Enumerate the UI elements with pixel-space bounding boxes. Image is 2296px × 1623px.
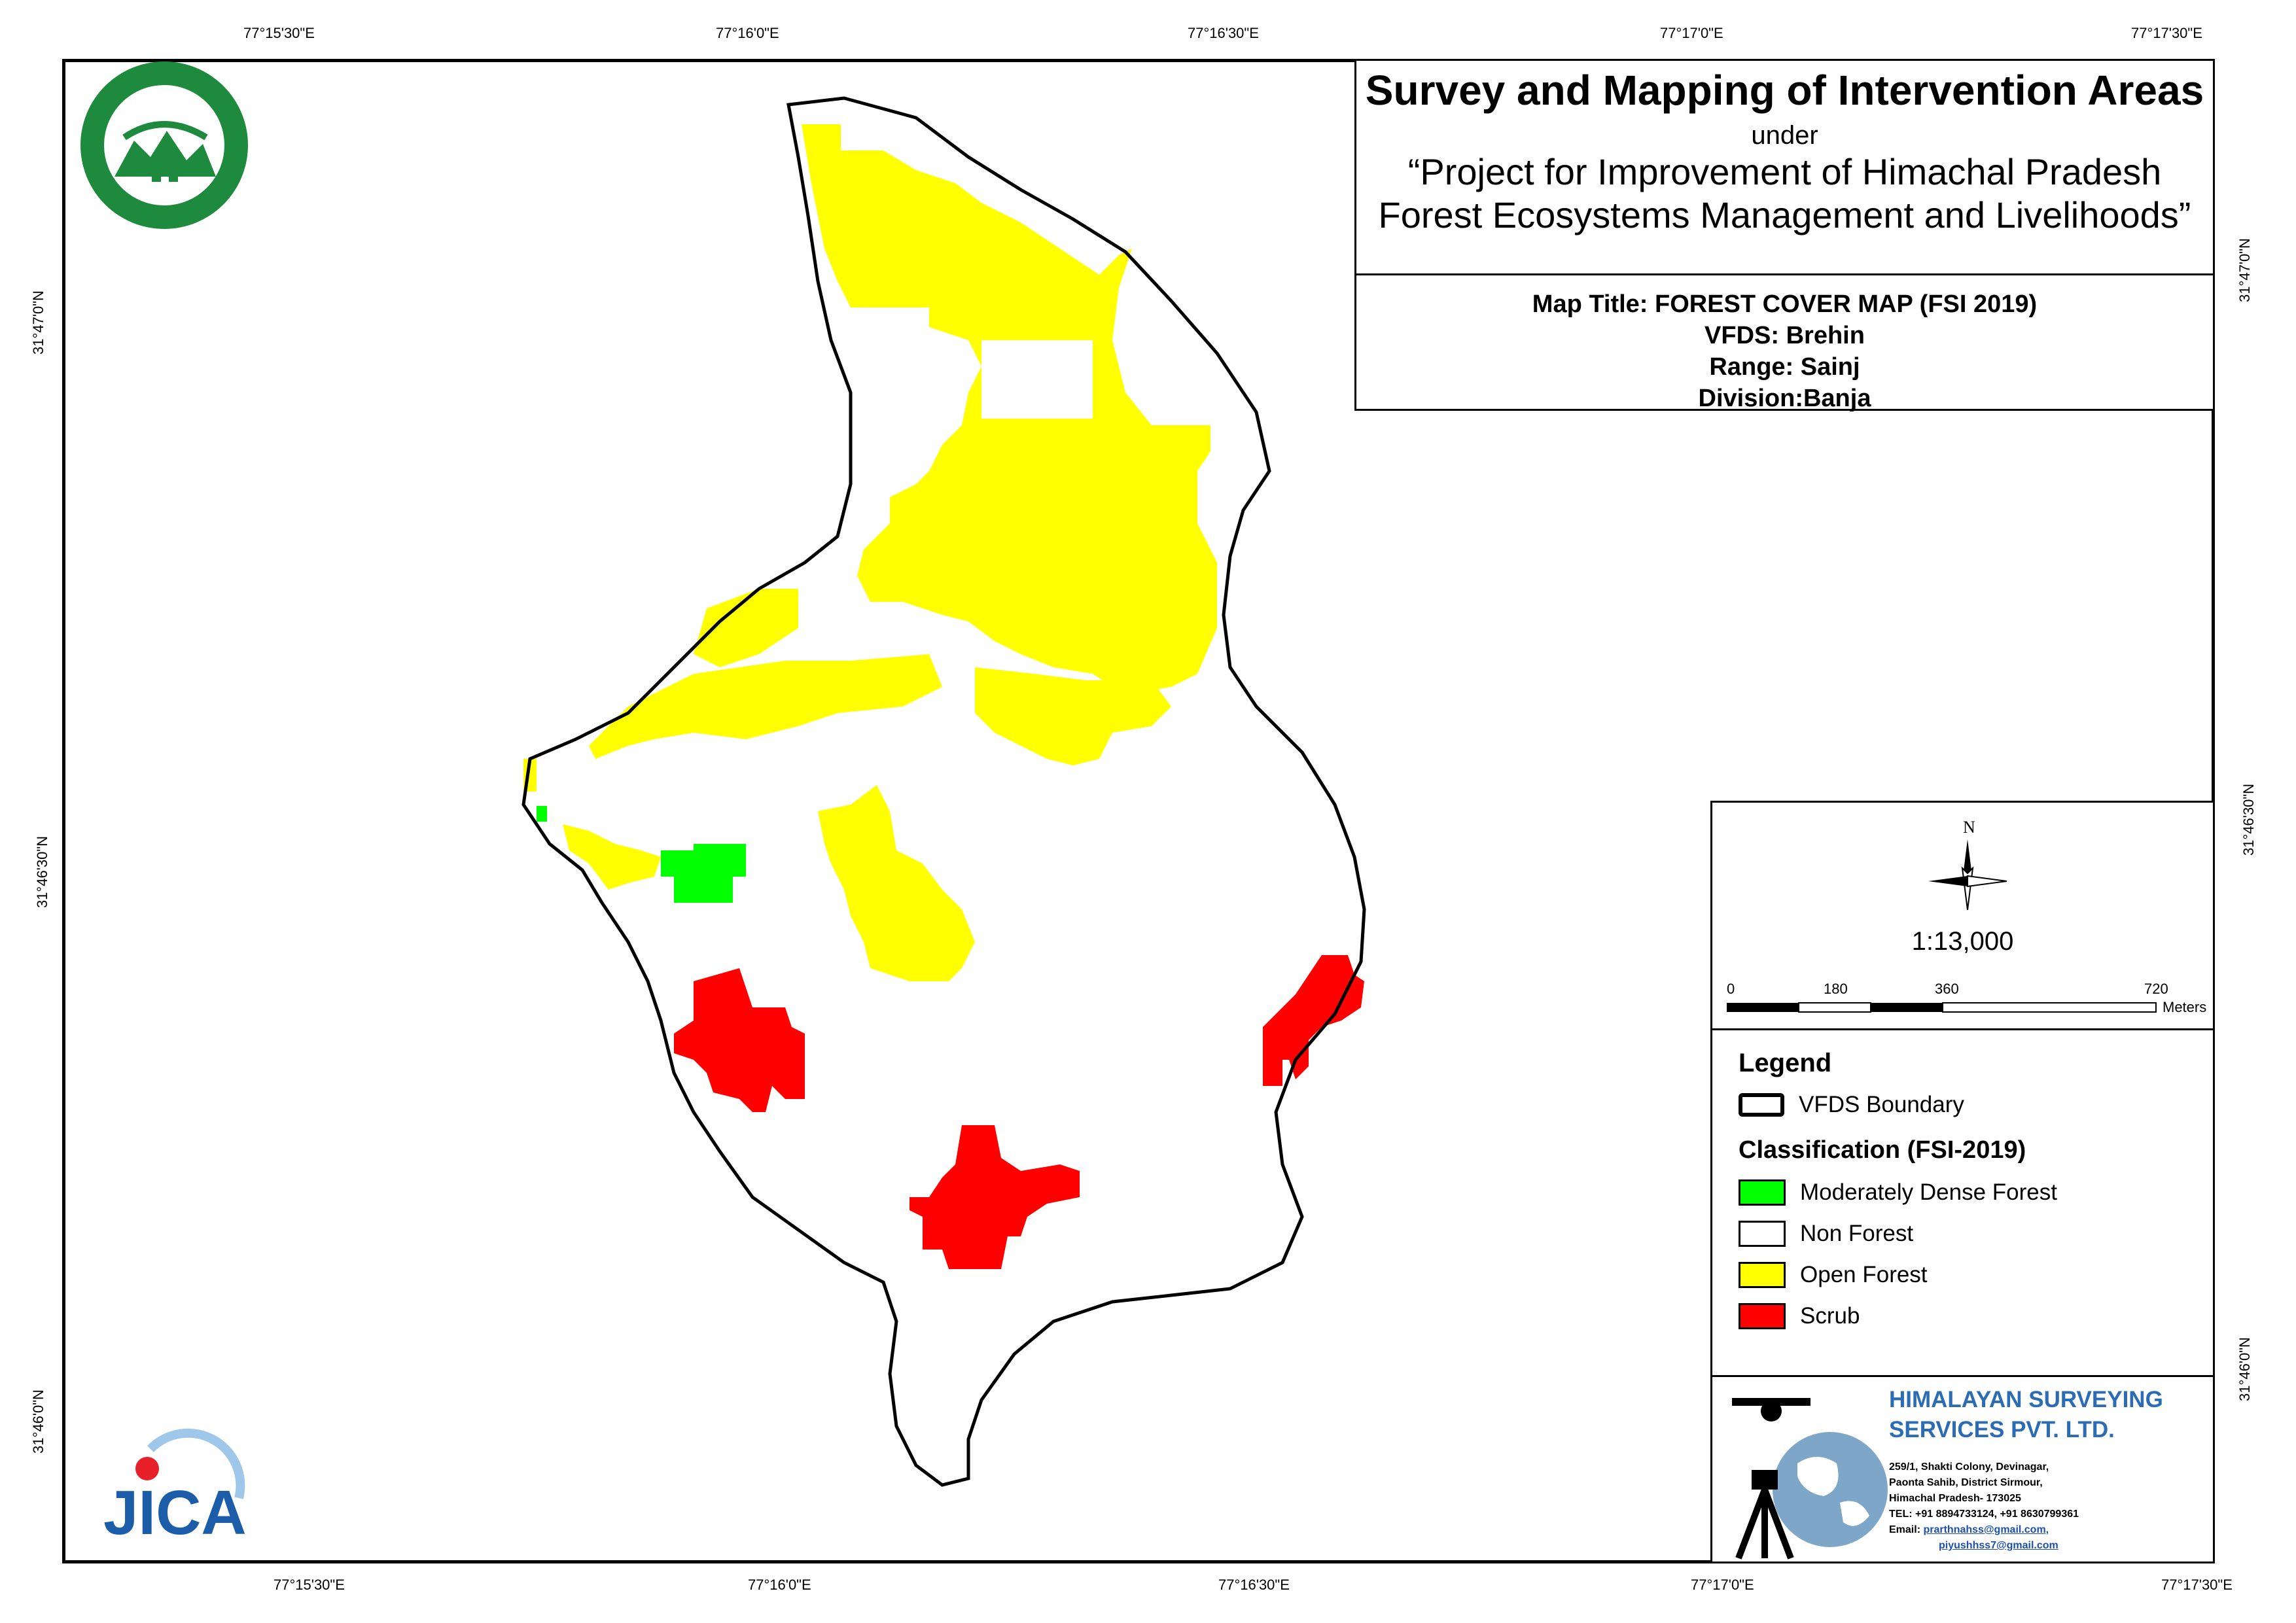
classification-title: Classification (FSI-2019)	[1739, 1136, 2026, 1164]
title-box: Survey and Mapping of Intervention Areas…	[1354, 59, 2215, 414]
coord-bottom-1: 77°15'30"E	[274, 1577, 345, 1593]
moderately-dense-forest-patches	[537, 806, 746, 903]
company-name-line1: HIMALAYAN SURVEYING	[1889, 1387, 2163, 1412]
coord-bottom-3: 77°16'30"E	[1218, 1577, 1290, 1593]
coord-top-2: 77°16'0"E	[716, 25, 779, 41]
company-name-line2: SERVICES PVT. LTD.	[1889, 1417, 2115, 1442]
coord-bottom-5: 77°17'30"E	[2161, 1577, 2233, 1593]
address-line3: Himachal Pradesh- 173025	[1889, 1493, 2021, 1504]
surveying-logo	[1732, 1398, 1888, 1560]
jica-text: JICA	[103, 1478, 247, 1548]
vfds-name: VFDS: Brehin	[1704, 322, 1865, 349]
side-panel: N 1:13,000 0 180 360 720 Meters Legend V…	[1710, 801, 2215, 1563]
legend-item-scrub: Scrub	[1739, 1302, 1860, 1331]
coord-bottom-2: 77°16'0"E	[748, 1577, 811, 1593]
north-label: N	[1963, 818, 1975, 837]
scale-tick-360: 360	[1935, 981, 1959, 997]
scale-bar	[1727, 1002, 2157, 1013]
legend-label-nonforest: Non Forest	[1800, 1221, 1914, 1246]
scale-unit: Meters	[2163, 999, 2207, 1015]
vfds-boundary	[521, 96, 1366, 1487]
legend-item-boundary: VFDS Boundary	[1739, 1091, 1964, 1119]
jica-logo: JICA	[103, 1428, 247, 1548]
legend-label-boundary: VFDS Boundary	[1799, 1092, 1964, 1117]
legend-item-mdf: Moderately Dense Forest	[1739, 1178, 2057, 1207]
address-line2: Paonta Sahib, District Sirmour,	[1889, 1477, 2043, 1488]
division-name: Division:Banja	[1698, 385, 1871, 412]
range-name: Range: Sainj	[1709, 353, 1860, 381]
email-label: Email:	[1889, 1524, 1921, 1535]
scale-tick-0: 0	[1727, 981, 1735, 997]
coord-top-3: 77°16'30"E	[1188, 25, 1259, 41]
coord-bottom-4: 77°17'0"E	[1691, 1577, 1754, 1593]
address-line1: 259/1, Shakti Colony, Devinagar,	[1889, 1461, 2049, 1473]
legend-title: Legend	[1739, 1049, 1832, 1077]
legend-label-scrub: Scrub	[1800, 1303, 1860, 1329]
project-line-2: Forest Ecosystems Management and Livelih…	[1378, 194, 2191, 236]
company-address: 259/1, Shakti Colony, Devinagar, Paonta …	[1889, 1459, 2079, 1554]
scale-ratio: 1:13,000	[1911, 927, 2014, 956]
legend-item-openforest: Open Forest	[1739, 1261, 1928, 1289]
forest-dept-logo	[80, 61, 248, 229]
survey-title: Survey and Mapping of Intervention Areas	[1365, 67, 2204, 114]
project-line-1: “Project for Improvement of Himachal Pra…	[1407, 151, 2162, 192]
company-name: HIMALAYAN SURVEYING SERVICES PVT. LTD.	[1889, 1385, 2163, 1445]
legend-label-openforest: Open Forest	[1800, 1262, 1928, 1287]
boundary-swatch	[1739, 1093, 1784, 1117]
map-meta: Map Title: FOREST COVER MAP (FSI 2019) V…	[1356, 275, 2213, 414]
coord-top-5: 77°17'30"E	[2131, 25, 2202, 41]
scrub-swatch	[1739, 1303, 1786, 1329]
coord-top-1: 77°15'30"E	[243, 25, 315, 41]
scale-tick-180: 180	[1824, 981, 1848, 997]
coord-top-4: 77°17'0"E	[1660, 25, 1723, 41]
legend-label-mdf: Moderately Dense Forest	[1800, 1179, 2057, 1205]
nonforest-swatch	[1739, 1221, 1786, 1247]
scrub-patches	[674, 955, 1364, 1269]
map-title: Map Title: FOREST COVER MAP (FSI 2019)	[1532, 290, 2038, 318]
email-link-1[interactable]: prarthnahss@gmail.com,	[1923, 1524, 2049, 1535]
scale-tick-720: 720	[2144, 981, 2168, 997]
under-text: under	[1751, 121, 1818, 150]
open-forest-patches	[523, 124, 1217, 981]
mdf-swatch	[1739, 1179, 1786, 1206]
email-link-2[interactable]: piyushhss7@gmail.com	[1939, 1540, 2058, 1551]
north-arrow-icon: N	[1928, 818, 2007, 911]
telephone: TEL: +91 8894733124, +91 8630799361	[1889, 1509, 2079, 1520]
legend-item-nonforest: Non Forest	[1739, 1219, 1913, 1248]
openforest-swatch	[1739, 1262, 1786, 1288]
project-header: Survey and Mapping of Intervention Areas…	[1356, 66, 2213, 275]
